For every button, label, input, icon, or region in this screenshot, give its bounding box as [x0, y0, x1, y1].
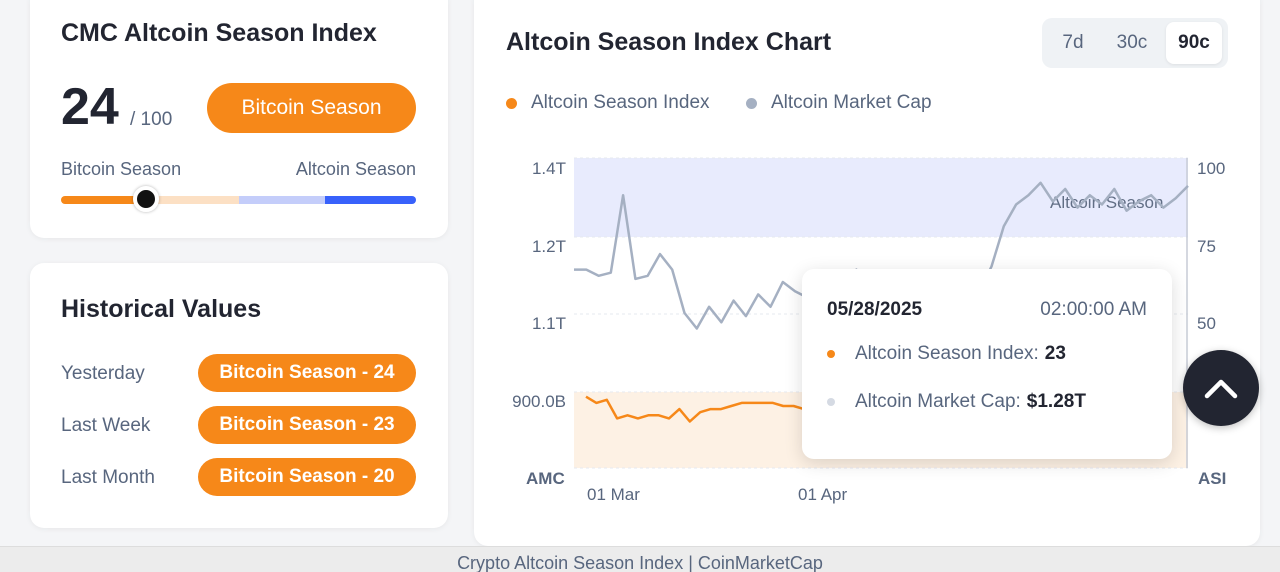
tooltip-cap-label: Altcoin Market Cap:: [855, 391, 1021, 412]
left-tick-label: 900.0B: [512, 392, 566, 411]
legend-dot-orange-icon: [506, 97, 517, 109]
hist-label-last-week: Last Week: [61, 415, 151, 436]
season-status-badge: Bitcoin Season: [207, 83, 416, 133]
altcoin-season-band: [574, 158, 1188, 237]
range-90d-button[interactable]: 90c: [1166, 22, 1222, 64]
tooltip-dot-gray-icon: [827, 398, 835, 406]
left-tick-label: 1.2T: [532, 237, 566, 256]
scroll-to-top-button[interactable]: [1183, 350, 1259, 426]
legend-item-index[interactable]: Altcoin Season Index: [506, 92, 710, 114]
historical-values-card: Historical Values Yesterday Bitcoin Seas…: [30, 263, 448, 528]
range-7d-button[interactable]: 7d: [1062, 32, 1084, 53]
tooltip-date: 05/28/2025: [827, 299, 923, 320]
tooltip-dot-orange-icon: [827, 350, 835, 358]
index-card-title: CMC Altcoin Season Index: [61, 19, 377, 47]
chevron-up-icon: [1204, 379, 1238, 399]
hist-value-last-month: Bitcoin Season - 20: [198, 458, 416, 496]
legend-dot-gray-icon: [746, 97, 757, 109]
scale-label-bitcoin: Bitcoin Season: [61, 159, 182, 179]
series-line-index: [585, 395, 805, 423]
tooltip-row-market-cap: Altcoin Market Cap: $1.28T: [827, 391, 1086, 413]
chart-tooltip: 05/28/2025 02:00:00 AM Altcoin Season In…: [802, 269, 1172, 459]
tooltip-row-index: Altcoin Season Index: 23: [827, 343, 1066, 365]
hist-value-last-week: Bitcoin Season - 23: [198, 406, 416, 444]
scale-segment-altcoin: [325, 196, 416, 204]
right-tick-label: 50: [1197, 314, 1216, 333]
historical-values-title: Historical Values: [61, 295, 262, 323]
legend-label-market-cap: Altcoin Market Cap: [771, 92, 932, 113]
hist-label-yesterday: Yesterday: [61, 363, 145, 384]
hist-value-yesterday: Bitcoin Season - 24: [198, 354, 416, 392]
index-chart-card: Altcoin Season Index Chart 7d 30c 90c Al…: [474, 0, 1260, 546]
right-axis-label: ASI: [1198, 469, 1226, 488]
tooltip-index-label: Altcoin Season Index:: [855, 343, 1039, 364]
index-score: 24: [61, 78, 119, 136]
range-30d-button[interactable]: 30c: [1116, 32, 1148, 53]
left-tick-label: 1.4T: [532, 159, 566, 178]
tooltip-index-value: 23: [1044, 343, 1066, 364]
range-selector: 7d 30c 90c: [1042, 18, 1228, 68]
legend-item-market-cap[interactable]: Altcoin Market Cap: [746, 92, 932, 114]
left-axis-label: AMC: [526, 469, 565, 488]
scale-indicator-knob: [133, 186, 159, 212]
altcoin-season-band-label: Altcoin Season: [1050, 193, 1163, 212]
left-tick-label: 1.1T: [532, 314, 566, 333]
x-tick-label: 01 Apr: [798, 485, 847, 504]
right-tick-label: 75: [1197, 237, 1216, 256]
index-score-max: / 100: [130, 109, 173, 130]
chart-title: Altcoin Season Index Chart: [506, 28, 832, 56]
hist-label-last-month: Last Month: [61, 467, 155, 488]
altcoin-season-index-card: CMC Altcoin Season Index 24 / 100 Bitcoi…: [30, 0, 448, 238]
tooltip-time: 02:00:00 AM: [1040, 299, 1147, 320]
scale-label-altcoin: Altcoin Season: [295, 159, 416, 179]
legend-label-index: Altcoin Season Index: [531, 92, 710, 113]
scale-segment-bitcoin: [61, 196, 147, 204]
scale-segment-bitcoin-light: [147, 196, 239, 204]
right-tick-label: 100: [1197, 159, 1225, 178]
scale-segment-altcoin-light: [239, 196, 325, 204]
page-footer: Crypto Altcoin Season Index | CoinMarket…: [0, 546, 1280, 572]
tooltip-cap-value: $1.28T: [1026, 391, 1086, 412]
x-tick-label: 01 Mar: [587, 485, 640, 504]
